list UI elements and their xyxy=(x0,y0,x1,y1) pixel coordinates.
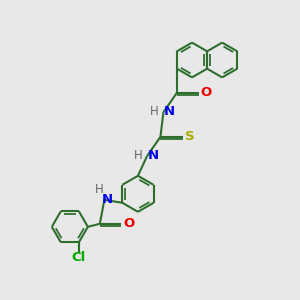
Text: N: N xyxy=(164,105,175,118)
Text: Cl: Cl xyxy=(72,251,86,264)
Text: N: N xyxy=(148,149,159,162)
Text: H: H xyxy=(95,183,104,196)
Text: O: O xyxy=(201,86,212,99)
Text: N: N xyxy=(102,193,113,206)
Text: H: H xyxy=(134,149,142,162)
Text: S: S xyxy=(185,130,195,143)
Text: O: O xyxy=(124,217,135,230)
Text: H: H xyxy=(150,105,159,118)
